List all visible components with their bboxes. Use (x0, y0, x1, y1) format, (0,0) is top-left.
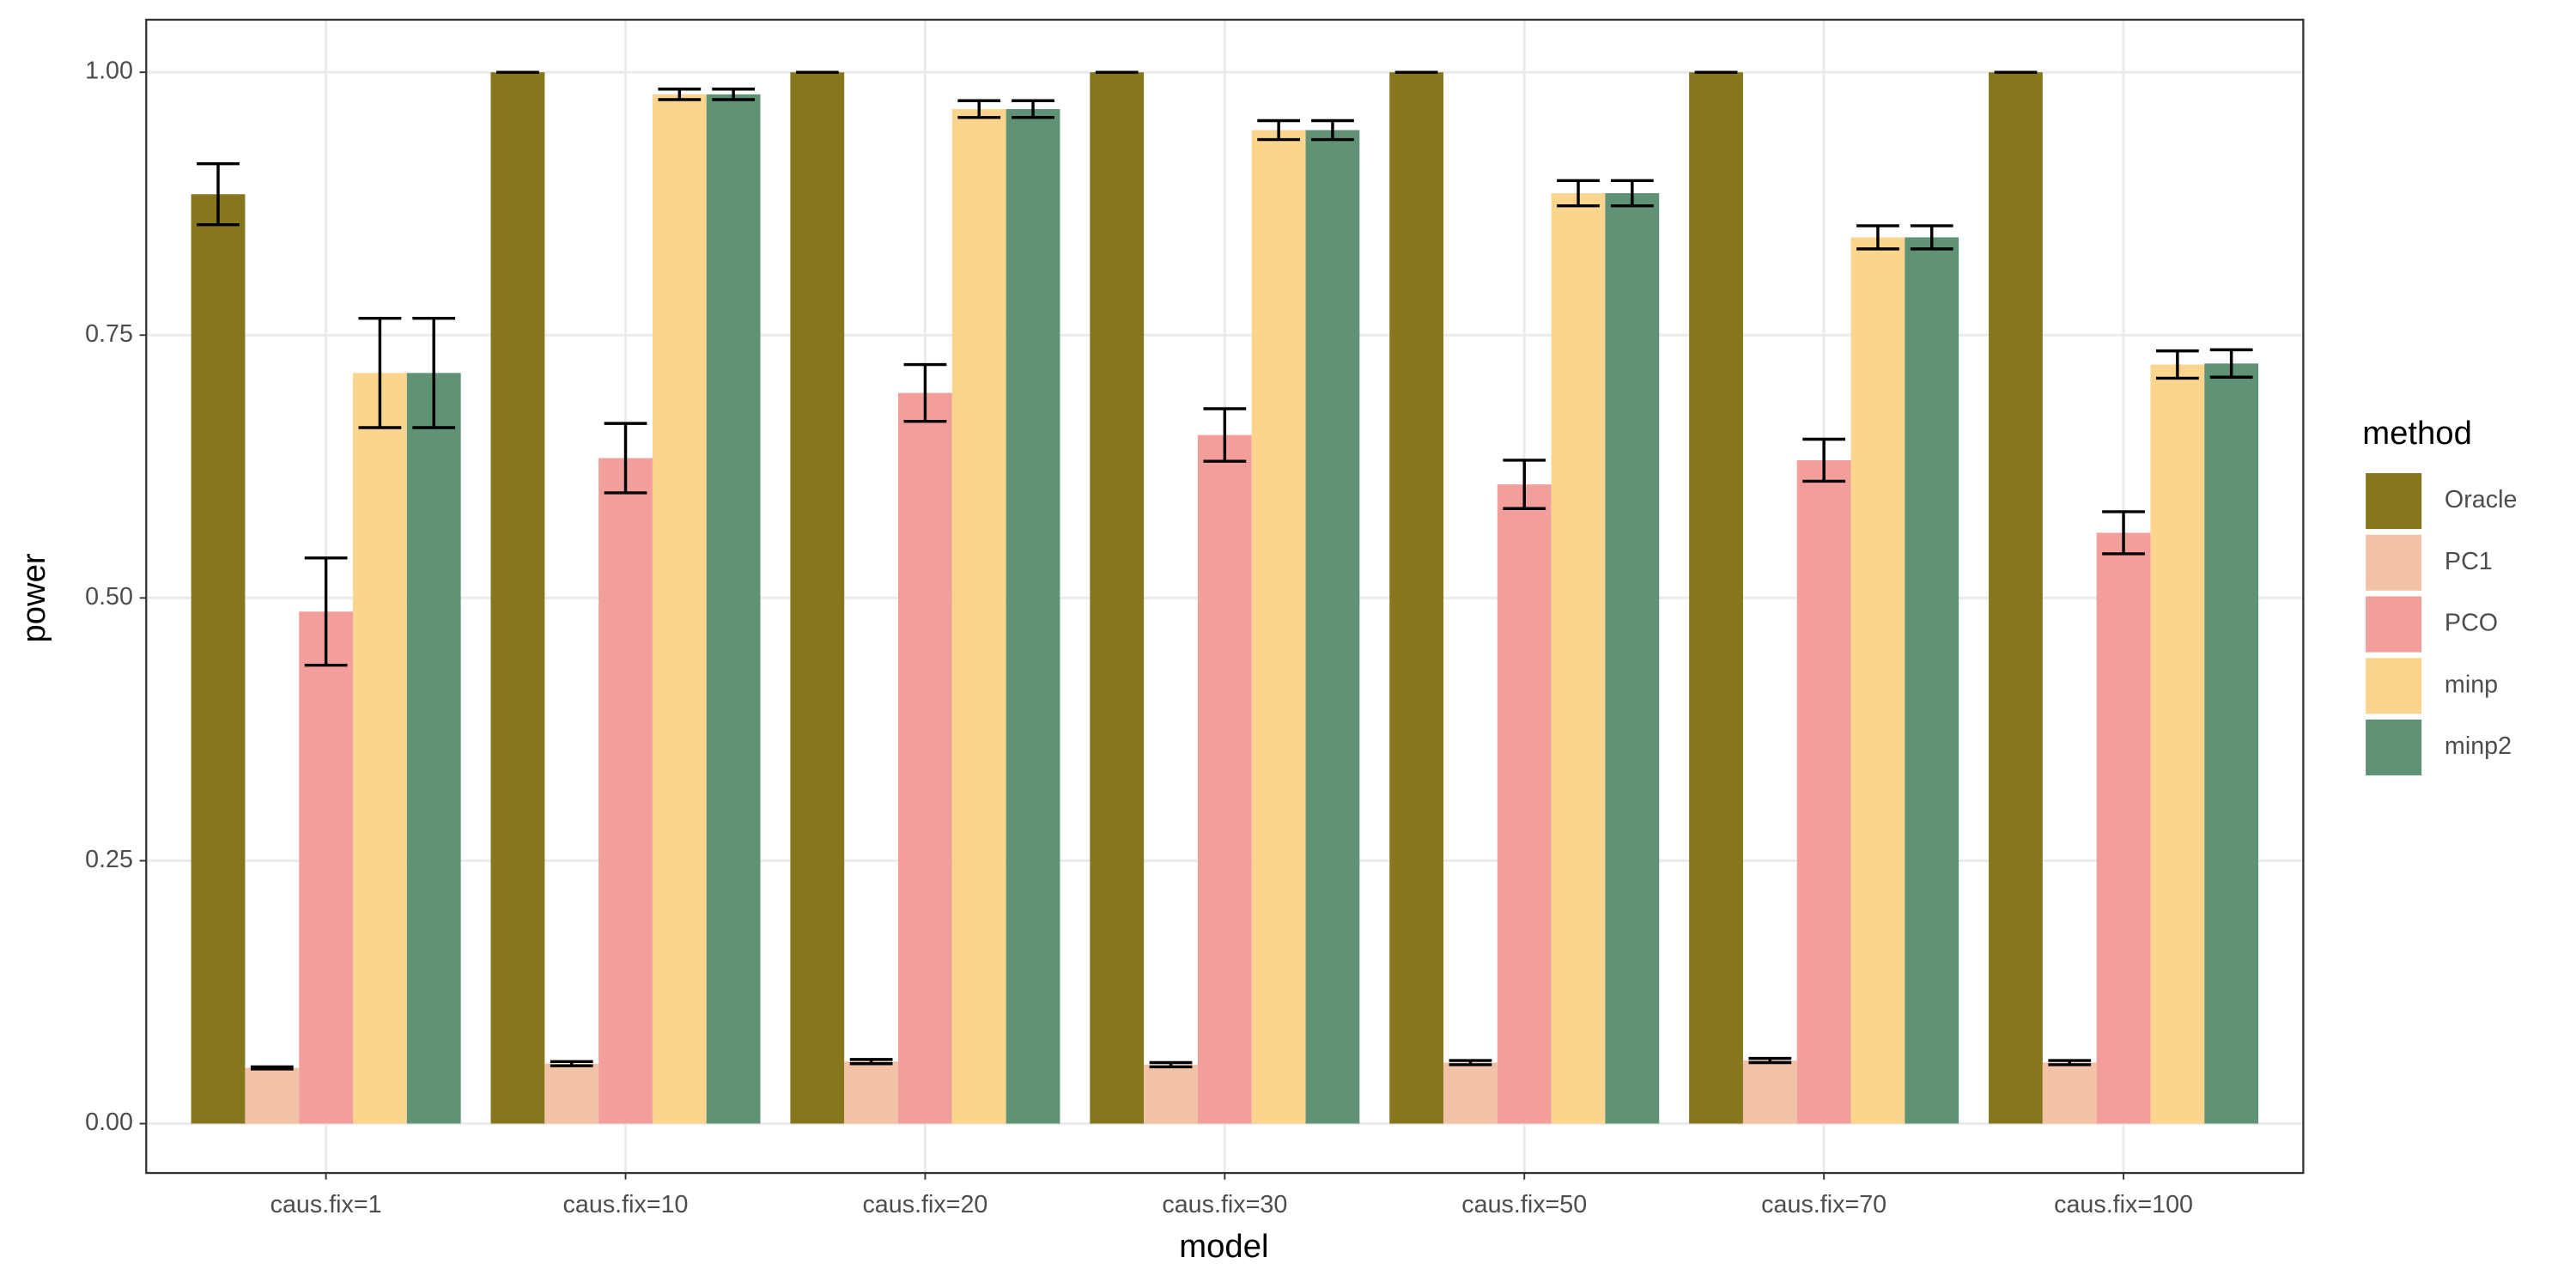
error-bar (712, 88, 756, 101)
error-bar (550, 1060, 593, 1067)
x-tick-label: caus.fix=20 (862, 1191, 987, 1218)
error-bar (1802, 437, 1846, 483)
x-tick-label: caus.fix=1 (270, 1191, 382, 1218)
error-bar (604, 422, 647, 495)
error-bar (1257, 118, 1301, 142)
error-bar (957, 99, 1001, 119)
error-bar (1748, 1056, 1792, 1065)
y-axis-title: power (15, 553, 52, 642)
legend-label: minp2 (2445, 732, 2512, 760)
x-tick-label: caus.fix=30 (1162, 1191, 1287, 1218)
bar (1605, 192, 1660, 1124)
bar (245, 1067, 300, 1124)
x-tick-label: caus.fix=100 (2054, 1191, 2193, 1218)
bar (1197, 434, 1252, 1124)
error-bar (1610, 179, 1654, 208)
bar (1005, 109, 1060, 1124)
bar (1497, 484, 1552, 1124)
error-bar (2048, 1059, 2092, 1066)
bar (844, 1061, 899, 1124)
bar (1305, 130, 1360, 1124)
bar (1443, 1062, 1498, 1124)
error-bar (1149, 1060, 1193, 1069)
bar (191, 194, 246, 1124)
error-bar (2155, 349, 2199, 380)
bar (652, 94, 707, 1124)
bar (790, 72, 845, 1124)
error-bar (304, 556, 348, 667)
legend-key (2366, 534, 2422, 591)
error-bar (1311, 118, 1354, 142)
error-bar (658, 88, 702, 101)
x-tick-label: caus.fix=10 (563, 1191, 689, 1218)
bar (406, 373, 461, 1124)
legend-label: PCO (2445, 610, 2498, 637)
error-bar (1449, 1059, 1492, 1066)
bar (1251, 130, 1306, 1124)
legend-key (2366, 658, 2422, 714)
bar (898, 392, 952, 1124)
bar (2150, 364, 2205, 1124)
bar (1389, 72, 1444, 1124)
error-bar (250, 1065, 294, 1071)
error-bar (1910, 224, 1953, 251)
y-tick-label: 0.50 (85, 583, 133, 611)
error-bar (358, 316, 402, 429)
panel-border (145, 18, 2305, 1175)
legend-key (2366, 473, 2422, 530)
bar (598, 458, 653, 1124)
x-tick-label: caus.fix=70 (1761, 1191, 1886, 1218)
bar (353, 373, 407, 1124)
error-bar (903, 362, 947, 423)
bar (706, 94, 761, 1124)
error-bar (849, 1058, 893, 1066)
bar (1551, 192, 1606, 1124)
error-bar (1012, 99, 1054, 119)
bar (1144, 1064, 1198, 1124)
bar (1689, 72, 1743, 1124)
error-bar (197, 161, 240, 227)
legend-label: Oracle (2445, 486, 2518, 513)
bar (490, 72, 545, 1124)
legend-key (2366, 596, 2422, 653)
x-tick-label: caus.fix=50 (1461, 1191, 1587, 1218)
bar (1905, 237, 1959, 1124)
y-tick-label: 0.25 (85, 846, 133, 873)
bar (2204, 363, 2259, 1124)
bar (299, 611, 354, 1124)
y-tick-label: 1.00 (85, 58, 133, 85)
legend-key (2366, 720, 2422, 776)
y-tick-label: 0.75 (85, 320, 133, 348)
bar (1090, 72, 1145, 1124)
bar (1989, 72, 2043, 1124)
bar (1796, 459, 1851, 1124)
error-bar (1856, 224, 1899, 251)
bar (2096, 532, 2151, 1124)
bar (544, 1063, 599, 1124)
error-bar (1557, 179, 1600, 208)
error-bar (2209, 348, 2253, 379)
bar (1742, 1060, 1797, 1124)
y-tick-label: 0.00 (85, 1109, 133, 1136)
error-bar (1203, 407, 1247, 463)
bar (2042, 1062, 2097, 1124)
bar (1850, 237, 1905, 1124)
error-bar (2102, 510, 2145, 556)
legend-label: minp (2445, 671, 2498, 698)
x-axis-title: model (1179, 1228, 1268, 1265)
error-bar (412, 316, 456, 429)
bar (951, 109, 1006, 1124)
legend-label: PC1 (2445, 548, 2493, 575)
legend-title: method (2362, 415, 2472, 452)
error-bar (1503, 459, 1546, 511)
